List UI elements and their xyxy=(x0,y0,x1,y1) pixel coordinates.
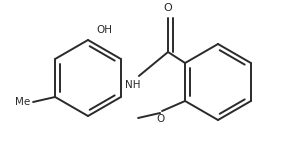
Text: O: O xyxy=(156,114,164,124)
Text: Me: Me xyxy=(15,97,30,107)
Text: O: O xyxy=(164,3,172,13)
Text: OH: OH xyxy=(96,25,112,35)
Text: NH: NH xyxy=(125,80,140,90)
